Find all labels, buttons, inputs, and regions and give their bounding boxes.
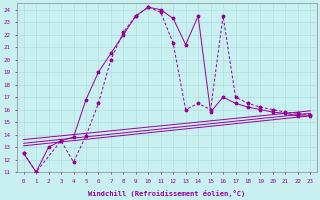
X-axis label: Windchill (Refroidissement éolien,°C): Windchill (Refroidissement éolien,°C) [88,190,245,197]
